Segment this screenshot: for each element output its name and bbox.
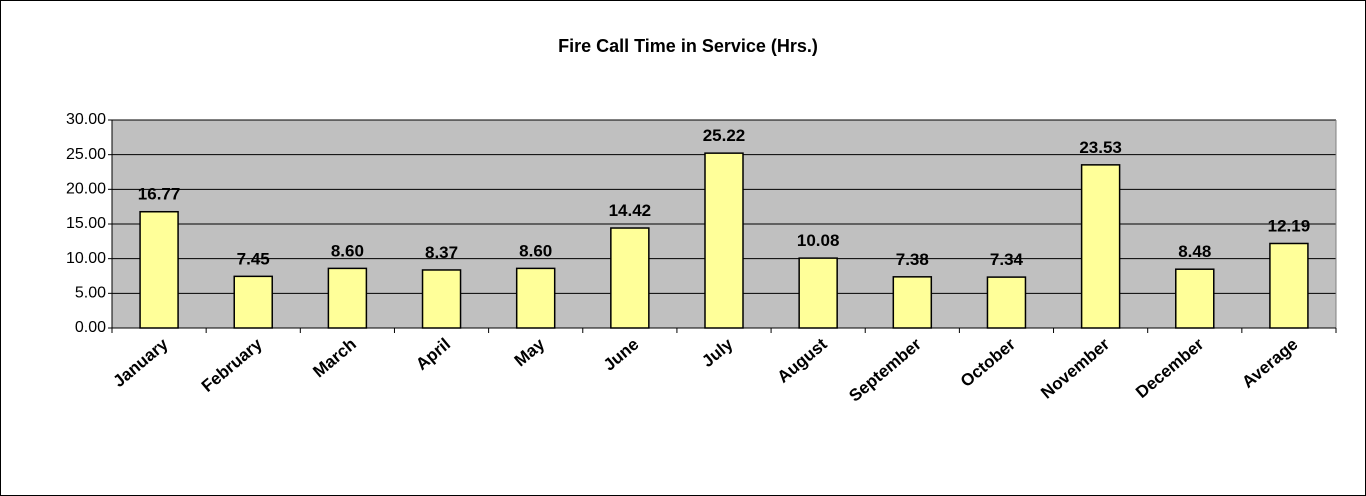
data-label: 12.19 — [1268, 216, 1311, 235]
data-label: 7.34 — [990, 250, 1024, 269]
y-tick-label: 30.00 — [66, 111, 106, 128]
bar — [421, 269, 462, 329]
bar — [1080, 164, 1121, 329]
data-label: 14.42 — [609, 201, 652, 220]
y-tick-label: 25.00 — [66, 146, 106, 163]
data-label: 7.38 — [896, 250, 929, 269]
bar — [986, 276, 1027, 329]
bar — [610, 227, 650, 329]
data-label: 23.53 — [1079, 138, 1122, 157]
data-label: 16.77 — [138, 185, 181, 204]
bar — [327, 267, 368, 329]
y-tick-label: 10.00 — [66, 250, 106, 267]
y-tick-label: 15.00 — [66, 215, 106, 232]
chart-title: Fire Call Time in Service (Hrs.) — [558, 36, 818, 56]
y-tick-label: 5.00 — [75, 285, 106, 302]
data-label: 8.60 — [331, 241, 364, 260]
data-label: 8.60 — [519, 241, 552, 260]
bar — [704, 152, 744, 329]
data-label: 8.37 — [425, 243, 458, 262]
bar — [233, 275, 273, 329]
data-label: 8.48 — [1178, 242, 1211, 261]
bar — [892, 276, 933, 329]
y-tick-label: 20.00 — [66, 181, 106, 198]
data-label: 25.22 — [703, 126, 746, 145]
y-tick-label: 0.00 — [75, 319, 106, 336]
bar — [139, 210, 179, 329]
data-label: 10.08 — [797, 231, 840, 250]
data-label: 7.45 — [237, 249, 270, 268]
bar — [798, 257, 838, 329]
bar — [515, 267, 556, 329]
bar — [1269, 242, 1309, 329]
bar — [1175, 268, 1215, 329]
